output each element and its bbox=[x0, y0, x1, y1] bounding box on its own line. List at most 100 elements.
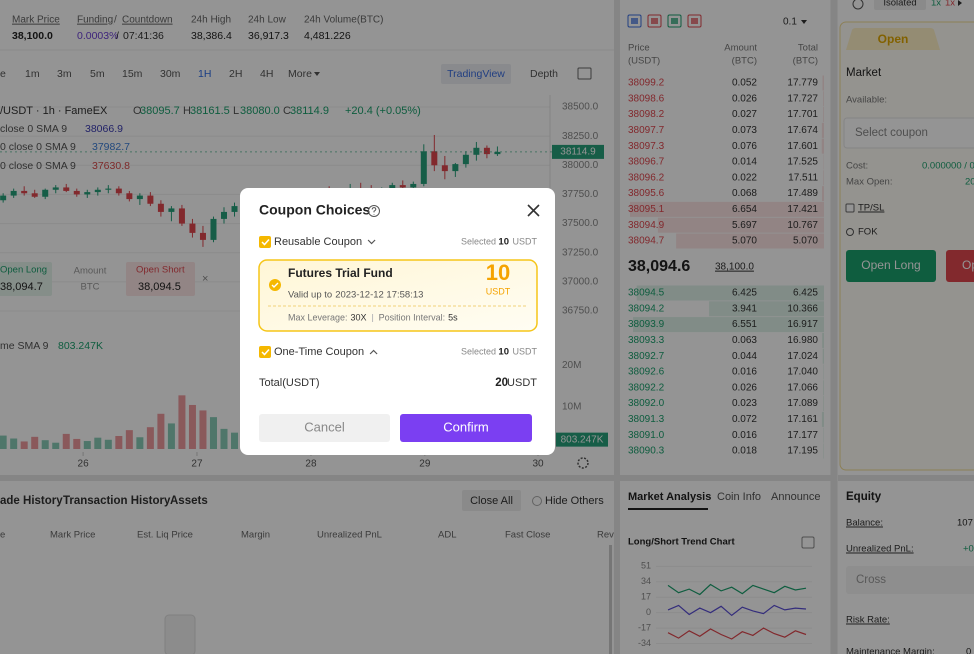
settings-icon[interactable] bbox=[577, 457, 589, 469]
close-quick-trade[interactable]: × bbox=[202, 273, 208, 285]
margin-mode[interactable] bbox=[874, 0, 926, 10]
hide-others-checkbox[interactable] bbox=[532, 496, 542, 506]
equity-title: Equity bbox=[846, 491, 882, 503]
order-amount: 6.654 bbox=[732, 204, 757, 215]
coupon-group-label[interactable]: Reusable Coupon bbox=[274, 236, 362, 248]
position-tab[interactable]: ade History bbox=[0, 495, 63, 507]
interval-tab[interactable]: 30m bbox=[160, 68, 181, 80]
close-all-label: Close All bbox=[470, 495, 513, 507]
interval-tab[interactable]: e bbox=[0, 68, 6, 80]
maintenance-label: Maintenance Margin: bbox=[846, 647, 935, 654]
depth-bar bbox=[822, 186, 824, 202]
position-tab[interactable]: Transaction History bbox=[63, 495, 171, 507]
depth-bar bbox=[822, 332, 824, 348]
tpsl-checkbox[interactable] bbox=[845, 203, 855, 213]
interval-tab[interactable]: 1m bbox=[25, 68, 40, 80]
interval-tab[interactable]: 5m bbox=[90, 68, 105, 80]
open-long-box[interactable] bbox=[0, 262, 52, 296]
more-menu[interactable]: More bbox=[288, 68, 312, 80]
order-amount: 6.551 bbox=[732, 319, 757, 330]
analysis-tab[interactable]: Announce bbox=[771, 491, 821, 503]
confirm-button[interactable] bbox=[400, 414, 532, 442]
order-price: 38098.6 bbox=[628, 93, 665, 104]
balance-label: Balance: bbox=[846, 518, 883, 529]
depth-tab[interactable]: Depth bbox=[530, 68, 558, 80]
close-all-button[interactable] bbox=[462, 490, 521, 511]
interval-tab[interactable]: 4H bbox=[260, 68, 273, 80]
order-amount: 0.063 bbox=[732, 335, 757, 346]
order-amount: 0.068 bbox=[732, 188, 757, 199]
order-total: 17.511 bbox=[788, 172, 818, 183]
candle-body bbox=[21, 190, 28, 194]
ticker-label: Funding bbox=[77, 15, 113, 26]
y2-tick-label: 10M bbox=[562, 402, 581, 413]
candle-body bbox=[10, 190, 17, 196]
interval-tab[interactable]: 2H bbox=[229, 68, 242, 80]
checkbox[interactable] bbox=[259, 346, 271, 358]
depth-bar bbox=[630, 201, 824, 217]
y-tick-label: -34 bbox=[638, 638, 651, 648]
analysis-tab[interactable]: Coin Info bbox=[717, 491, 761, 503]
candle-body bbox=[420, 151, 427, 184]
order-amount: 0.073 bbox=[732, 125, 757, 136]
volume-bar bbox=[31, 436, 39, 449]
depth-bar bbox=[633, 317, 824, 333]
candle-body bbox=[483, 147, 490, 155]
mode-select[interactable] bbox=[846, 566, 974, 594]
checkmark bbox=[261, 348, 270, 356]
volume-bar bbox=[115, 436, 123, 449]
coupon-placeholder: Select coupon bbox=[855, 127, 928, 139]
help-icon bbox=[368, 205, 380, 217]
coupon-input[interactable] bbox=[843, 117, 974, 149]
cancel-button[interactable] bbox=[259, 414, 390, 442]
analysis-tab[interactable]: Market Analysis bbox=[628, 491, 711, 503]
interval-tab[interactable]: 15m bbox=[122, 68, 143, 80]
calendar-icon[interactable] bbox=[801, 536, 815, 549]
order-type: Market bbox=[846, 67, 882, 79]
depth-bar bbox=[823, 380, 824, 396]
interval-tab[interactable]: 3m bbox=[57, 68, 72, 80]
candle-body bbox=[105, 188, 112, 190]
order-amount: 0.023 bbox=[732, 398, 757, 409]
orderbook-header: (USDT) bbox=[628, 56, 660, 67]
x-tick-label: 26 bbox=[78, 459, 90, 470]
coupon-selected-icon bbox=[269, 279, 281, 291]
candle-body bbox=[441, 165, 448, 172]
volume-indicator-label: me SMA 9 bbox=[0, 340, 49, 352]
tradingview-label: TradingView bbox=[447, 68, 505, 80]
y-tick-label: 36750.0 bbox=[562, 306, 599, 317]
tradingview-button[interactable] bbox=[441, 64, 511, 84]
position-tab[interactable]: Assets bbox=[170, 495, 208, 507]
close-button[interactable] bbox=[527, 204, 540, 217]
open-tab[interactable] bbox=[846, 28, 940, 50]
order-total: 17.040 bbox=[787, 367, 818, 378]
cancel-label: Cancel bbox=[304, 419, 345, 434]
open-long-label: Open Long bbox=[0, 265, 47, 276]
open-tab-label: Open bbox=[878, 32, 909, 46]
open-long-button[interactable] bbox=[846, 250, 936, 282]
order-price: 38091.3 bbox=[628, 414, 665, 425]
volume-bar bbox=[209, 417, 217, 449]
y-tick-label: 37250.0 bbox=[562, 247, 599, 258]
interval-tab[interactable]: 1H bbox=[198, 68, 211, 80]
open-short-box[interactable] bbox=[126, 262, 195, 296]
order-price: 38092.7 bbox=[628, 351, 665, 362]
open-long-price: 38,094.7 bbox=[0, 281, 43, 293]
open-short-button-label: Op bbox=[962, 258, 974, 272]
open-short-button[interactable] bbox=[946, 250, 974, 282]
checkbox[interactable] bbox=[259, 236, 271, 248]
total-label: Total(USDT) bbox=[259, 377, 320, 389]
volume-bar bbox=[73, 438, 81, 449]
coupon-card[interactable] bbox=[258, 259, 538, 332]
precision-select[interactable]: 0.1 bbox=[783, 17, 797, 28]
order-total: 6.425 bbox=[793, 288, 818, 299]
active-tab-indicator bbox=[628, 508, 708, 510]
depth-bar bbox=[709, 301, 824, 317]
volume-bar bbox=[178, 395, 186, 449]
volume-bar bbox=[167, 423, 175, 449]
column-header: ADL bbox=[438, 530, 456, 541]
depth-bar bbox=[657, 217, 824, 233]
ohlc-value: 38080.0 bbox=[240, 105, 280, 117]
coupon-group-label[interactable]: One-Time Coupon bbox=[274, 346, 364, 358]
